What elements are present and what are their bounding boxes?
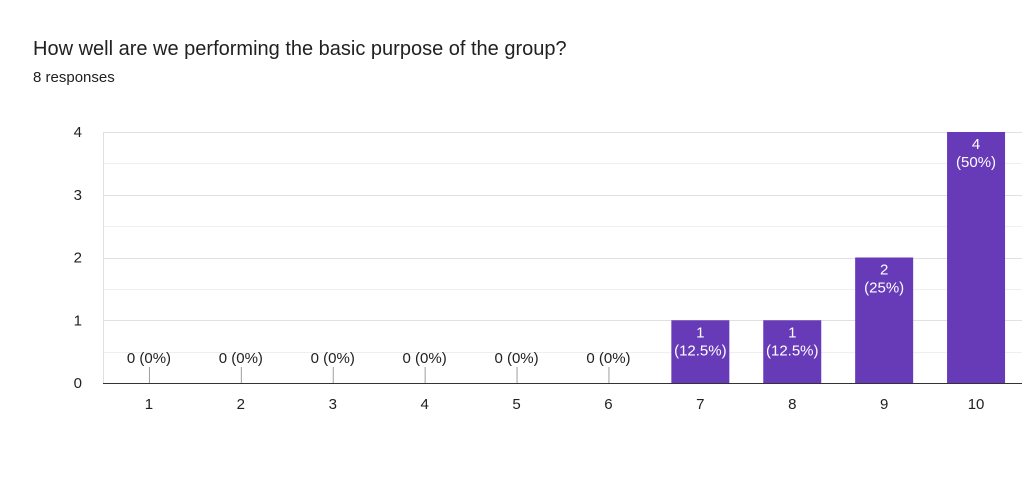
y-tick-label: 2 — [74, 250, 82, 267]
data-label-6: 0 (0%) — [586, 350, 630, 367]
y-tick-label: 3 — [74, 187, 82, 204]
response-count: 8 responses — [33, 69, 115, 86]
data-label-10: 4 (50%) — [956, 136, 996, 171]
chart-title: How well are we performing the basic pur… — [33, 38, 567, 60]
data-label-4: 0 (0%) — [403, 350, 447, 367]
bar-8 — [763, 320, 822, 383]
data-label-2: 0 (0%) — [219, 350, 263, 367]
data-label-8: 1 (12.5%) — [766, 324, 819, 359]
data-label-1: 0 (0%) — [127, 350, 171, 367]
x-tick-label: 3 — [329, 396, 337, 413]
data-labels: 0 (0%) 0 (0%) 0 (0%) 0 (0%) 0 (0%) 0 (0%) 1 (12… — [127, 136, 996, 383]
x-axis: 1 2 3 4 5 6 7 8 9 10 — [103, 383, 1022, 413]
y-tick-label: 1 — [74, 312, 82, 329]
bar-10 — [947, 132, 1006, 383]
y-tick-label: 4 — [74, 124, 82, 141]
x-tick-label: 6 — [604, 396, 612, 413]
bar-7 — [671, 320, 730, 383]
bars — [671, 132, 1006, 383]
x-tick-label: 1 — [145, 396, 153, 413]
x-tick-label: 4 — [420, 396, 428, 413]
data-label-7: 1 (12.5%) — [674, 324, 727, 359]
x-tick-label: 7 — [696, 396, 704, 413]
data-label-9: 2 (25%) — [864, 262, 904, 297]
x-tick-label: 9 — [880, 396, 888, 413]
x-tick-label: 10 — [968, 396, 985, 413]
y-tick-label: 0 — [74, 375, 82, 392]
x-tick-label: 8 — [788, 396, 796, 413]
data-label-5: 0 (0%) — [494, 350, 538, 367]
x-tick-label: 5 — [512, 396, 520, 413]
bar-9 — [855, 257, 914, 383]
y-axis: 0 1 2 3 4 — [74, 124, 82, 392]
data-label-3: 0 (0%) — [311, 350, 355, 367]
x-tick-label: 2 — [237, 396, 245, 413]
